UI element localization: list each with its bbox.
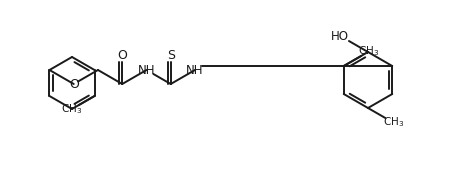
Text: O: O [117,49,127,62]
Text: NH: NH [138,64,155,77]
Text: CH$_3$: CH$_3$ [358,45,380,58]
Text: HO: HO [331,30,349,42]
Text: CH$_3$: CH$_3$ [61,102,82,116]
Text: CH$_3$: CH$_3$ [382,116,403,129]
Text: S: S [167,49,174,62]
Text: NH: NH [186,64,204,77]
Text: O: O [69,77,79,90]
